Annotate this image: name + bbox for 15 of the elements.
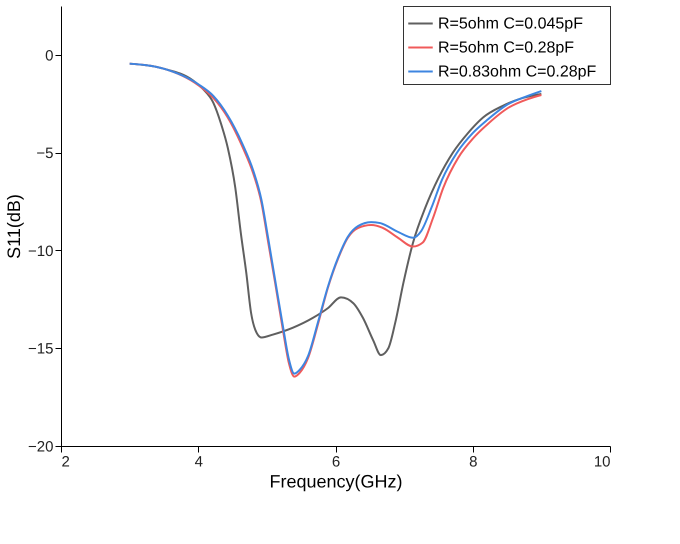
- y-tick-label: −10: [28, 242, 54, 260]
- y-axis-title: S11(dB): [4, 194, 24, 259]
- legend-label: R=0.83ohm C=0.28pF: [438, 64, 597, 80]
- y-tick-label: −20: [28, 438, 54, 456]
- y-tick-label: −5: [36, 145, 54, 162]
- y-tick-label: −15: [28, 340, 54, 358]
- x-tick-label: 10: [594, 454, 610, 470]
- x-tick-label: 6: [332, 454, 340, 470]
- x-axis-title: Frequency(GHz): [269, 472, 403, 492]
- y-tick-label: 0: [45, 47, 54, 64]
- x-tick-label: 8: [469, 454, 478, 470]
- legend-label: R=5ohm C=0.28pF: [438, 40, 574, 56]
- x-tick-label: 4: [194, 454, 203, 470]
- legend-label: R=5ohm C=0.045pF: [438, 16, 584, 32]
- x-tick-label: 2: [62, 454, 70, 470]
